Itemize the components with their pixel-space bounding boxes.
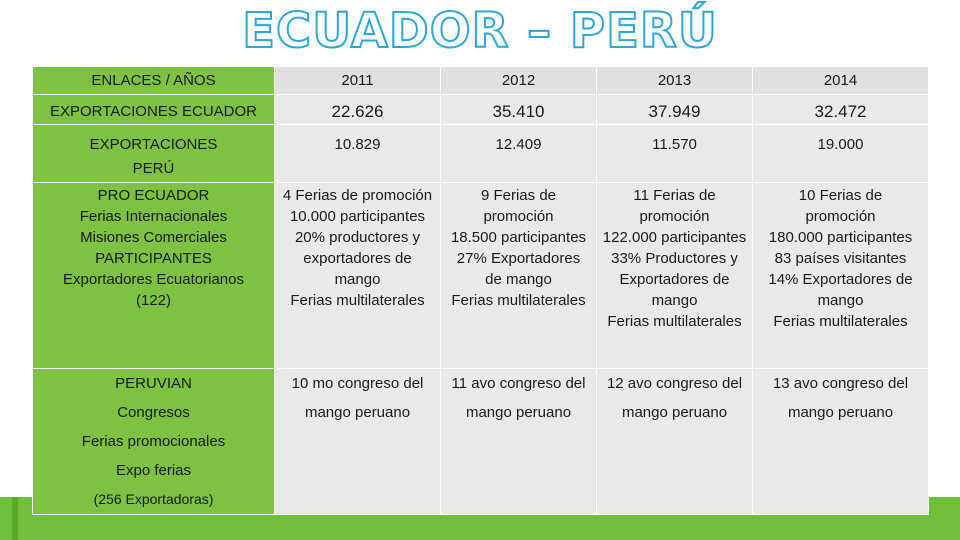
label-line: Ferias promocionales	[81, 433, 226, 450]
label-line: Expo ferias	[115, 462, 192, 479]
cell-line: mango	[334, 271, 381, 288]
cell-line: Ferias multilaterales	[451, 292, 586, 309]
cell-line: exportadores de	[303, 250, 412, 267]
row-label-pro-ecuador: PRO ECUADOR Ferias Internacionales Misio…	[32, 182, 275, 369]
cell-line: 83 países visitantes	[774, 250, 907, 267]
cell-line: mango	[817, 292, 864, 309]
cell-line: 12 avo congreso del	[606, 375, 743, 392]
pro-ecuador-2012-cell: 9 Ferias de promoción 18.500 participant…	[440, 182, 597, 369]
cell-line: promoción	[483, 208, 554, 225]
value-cell: 32.472	[752, 94, 929, 125]
value-cell: 19.000	[752, 124, 929, 183]
cell-line: 33% Productores y	[611, 250, 738, 267]
value-cell: 10.829	[274, 124, 441, 183]
peruvian-2011-cell: 10 mo congreso del mango peruano	[274, 368, 441, 515]
cell-line: mango	[651, 292, 698, 309]
pro-ecuador-2011-cell: 4 Ferias de promoción 10.000 participant…	[274, 182, 441, 369]
label-line: PRO ECUADOR	[97, 187, 210, 204]
table-row-peruvian: PERUVIAN Congresos Ferias promocionales …	[32, 368, 929, 515]
table-row-pro-ecuador: PRO ECUADOR Ferias Internacionales Misio…	[32, 182, 929, 369]
cell-line: mango peruano	[621, 404, 728, 421]
cell-line: 122.000 participantes	[602, 229, 747, 246]
table-row-exportaciones-ecuador: EXPORTACIONES ECUADOR 22.626 35.410 37.9…	[32, 94, 929, 125]
label-line: Ferias Internacionales	[79, 208, 228, 225]
cell-line: 13 avo congreso del	[772, 375, 909, 392]
header-label-cell: ENLACES / AÑOS	[32, 66, 275, 95]
label-line: Exportadores Ecuatorianos	[63, 271, 244, 288]
cell-line: promoción	[805, 208, 876, 225]
label-line: (122)	[135, 292, 172, 309]
cell-line: 27% Exportadores	[456, 250, 581, 267]
header-year-2014: 2014	[752, 66, 929, 95]
row-label-exportaciones-peru: EXPORTACIONES PERÚ	[32, 124, 275, 183]
header-year-2013: 2013	[596, 66, 753, 95]
cell-line: 18.500 participantes	[450, 229, 587, 246]
label-line: EXPORTACIONES	[89, 136, 218, 153]
label-line: Misiones Comerciales	[80, 229, 227, 246]
header-year-2011: 2011	[274, 66, 441, 95]
cell-line: 9 Ferias de	[480, 187, 557, 204]
comparison-table: ENLACES / AÑOS 2011 2012 2013 2014 EXPOR…	[32, 66, 929, 515]
label-line: (256 Exportadoras)	[93, 491, 214, 507]
value-cell: 37.949	[596, 94, 753, 125]
peruvian-2013-cell: 12 avo congreso del mango peruano	[596, 368, 753, 515]
cell-line: 10 Ferias de	[798, 187, 883, 204]
label-line: PARTICIPANTES	[95, 250, 212, 267]
label-line: PERÚ	[132, 160, 175, 177]
cell-line: 11 Ferias de	[633, 187, 716, 204]
row-label-exportaciones-ecuador: EXPORTACIONES ECUADOR	[32, 94, 275, 125]
cell-line: 180.000 participantes	[768, 229, 913, 246]
table-row-exportaciones-peru: EXPORTACIONES PERÚ 10.829 12.409 11.570 …	[32, 124, 929, 183]
cell-line: 10 mo congreso del	[291, 375, 424, 392]
cell-line: Ferias multilaterales	[607, 313, 742, 330]
cell-line: 11 avo congreso del	[451, 375, 586, 392]
cell-line: 10.000 participantes	[289, 208, 426, 225]
cell-line: mango peruano	[787, 404, 894, 421]
pro-ecuador-2013-cell: 11 Ferias de promoción 122.000 participa…	[596, 182, 753, 369]
cell-line: mango peruano	[465, 404, 572, 421]
label-line: Congresos	[117, 404, 190, 421]
value-cell: 35.410	[440, 94, 597, 125]
value-cell: 11.570	[596, 124, 753, 183]
cell-line: Ferias multilaterales	[290, 292, 425, 309]
cell-line: promoción	[639, 208, 710, 225]
label-line: PERUVIAN	[115, 375, 192, 392]
page-title: ECUADOR – PERÚ	[241, 2, 718, 60]
bottom-decor-tick	[12, 497, 18, 540]
row-label-peruvian: PERUVIAN Congresos Ferias promocionales …	[32, 368, 275, 515]
cell-line: mango peruano	[304, 404, 411, 421]
header-year-2012: 2012	[440, 66, 597, 95]
table-header-row: ENLACES / AÑOS 2011 2012 2013 2014	[32, 66, 929, 95]
peruvian-2014-cell: 13 avo congreso del mango peruano	[752, 368, 929, 515]
value-cell: 12.409	[440, 124, 597, 183]
cell-line: 4 Ferias de promoción	[282, 187, 433, 204]
peruvian-2012-cell: 11 avo congreso del mango peruano	[440, 368, 597, 515]
cell-line: Ferias multilaterales	[773, 313, 908, 330]
cell-line: Exportadores de	[619, 271, 730, 288]
value-cell: 22.626	[274, 94, 441, 125]
cell-line: de mango	[485, 271, 552, 288]
cell-line: 14% Exportadores de	[768, 271, 913, 288]
pro-ecuador-2014-cell: 10 Ferias de promoción 180.000 participa…	[752, 182, 929, 369]
cell-line: 20% productores y	[294, 229, 421, 246]
